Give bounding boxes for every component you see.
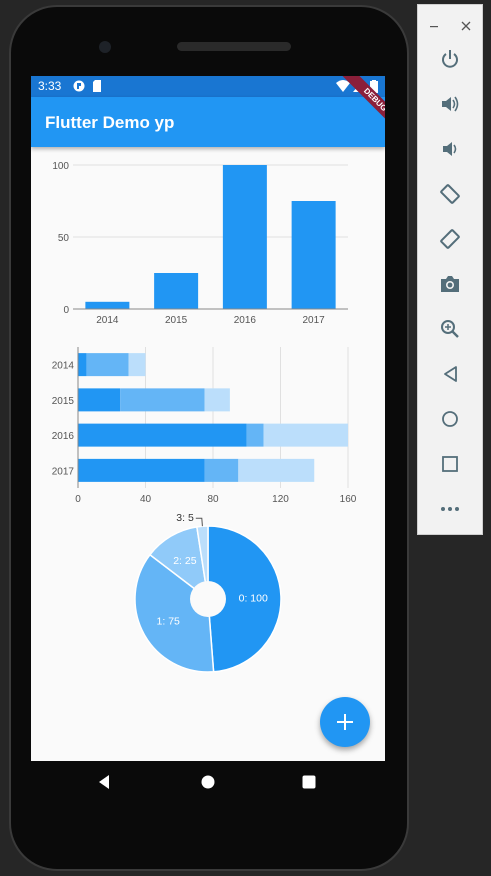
emulator-rotate-right-button[interactable]: [418, 221, 482, 257]
x-tick-label: 160: [340, 494, 357, 505]
power-icon: [442, 50, 458, 68]
wifi-icon: [336, 80, 350, 92]
x-tick-label: 2014: [96, 315, 119, 326]
back-icon: [444, 366, 457, 382]
nav-home-icon[interactable]: [201, 775, 215, 789]
plus-icon: [337, 714, 353, 730]
pie-slice: [134, 553, 215, 673]
y-tick-label: 2016: [52, 431, 75, 442]
bar-segment: [204, 458, 239, 482]
slice-label: 0: 100: [239, 592, 268, 604]
bar-segment: [246, 423, 264, 447]
emulator-minimize-button[interactable]: [418, 8, 450, 44]
donut-chart: 0: 100 1: 75 2: 25 3: 5: [134, 512, 282, 673]
close-icon: [461, 21, 471, 31]
x-tick-label: 2017: [303, 315, 326, 326]
x-tick-label: 0: [75, 494, 81, 505]
earpiece-speaker: [177, 42, 291, 51]
status-time: 3:33: [38, 79, 62, 93]
vertical-bar-chart: 0 50 100 2014 2015 2016 2017: [52, 161, 348, 326]
pie-slice: [207, 525, 282, 673]
bar: [85, 301, 130, 309]
bar-segment: [78, 458, 205, 482]
emulator-close-button[interactable]: [450, 8, 482, 44]
y-tick-label: 2017: [52, 466, 75, 477]
app-title: Flutter Demo yp: [45, 113, 175, 132]
emulator-back-button[interactable]: [418, 356, 482, 392]
overview-icon: [442, 456, 458, 472]
emulator-overview-button[interactable]: [418, 446, 482, 482]
bar: [222, 165, 267, 309]
y-tick-label: 0: [63, 305, 69, 316]
emulator-volume-down-button[interactable]: [418, 131, 482, 167]
device-screen: 3:33 Flutter Demo yp DEBUG 0 50 100 2014 201…: [31, 76, 385, 761]
y-tick-label: 2014: [52, 361, 75, 372]
rotate-right-icon: [440, 229, 460, 249]
navigation-bar: [31, 761, 385, 803]
bar: [291, 201, 336, 309]
minimize-icon: [430, 26, 438, 28]
emulator-toolbar: [417, 4, 483, 535]
sd-card-icon: [93, 80, 101, 92]
battery-icon: [370, 80, 378, 93]
emulator-more-button[interactable]: [418, 491, 482, 527]
bar-segment: [128, 353, 146, 377]
zoom-icon: [441, 320, 459, 338]
emulator-power-button[interactable]: [418, 41, 482, 77]
x-tick-label: 120: [272, 494, 289, 505]
pie-slice: [196, 525, 209, 600]
volume-down-icon: [443, 142, 457, 156]
bar-segment: [78, 423, 247, 447]
y-tick-label: 100: [52, 161, 69, 172]
app-bar: Flutter Demo yp: [31, 97, 385, 147]
slice-label: 1: 75: [157, 616, 181, 628]
camera-icon: [441, 276, 459, 292]
charts-area: 0 50 100 2014 2015 2016 2017 0 40 80 120 160 2014 20…: [52, 161, 357, 673]
volume-up-icon: [442, 96, 459, 112]
front-camera: [99, 41, 111, 53]
slice-label: 2: 25: [173, 555, 197, 567]
bar-segment: [78, 353, 87, 377]
slice-label: 3: 5: [176, 512, 194, 524]
status-bar: 3:33: [31, 76, 385, 97]
emulator-rotate-left-button[interactable]: [418, 176, 482, 212]
emulator-zoom-button[interactable]: [418, 311, 482, 347]
more-icon: [441, 507, 459, 511]
x-tick-label: 80: [207, 494, 219, 505]
notification-icon: [73, 80, 85, 92]
y-tick-label: 2015: [52, 396, 75, 407]
emulator-volume-up-button[interactable]: [418, 86, 482, 122]
home-icon: [442, 411, 458, 427]
nav-overview-icon[interactable]: [302, 775, 316, 789]
bar-segment: [78, 388, 121, 412]
bar-segment: [263, 423, 348, 447]
stacked-horizontal-bar-chart: 0 40 80 120 160 2014 2015 2016 2017: [52, 347, 357, 505]
add-button[interactable]: [320, 697, 370, 747]
nav-back-icon[interactable]: [97, 775, 111, 789]
x-tick-label: 2016: [234, 315, 257, 326]
emulator-home-button[interactable]: [418, 401, 482, 437]
x-tick-label: 40: [140, 494, 152, 505]
bar: [154, 273, 199, 309]
donut-hole: [190, 581, 226, 617]
emulator-screenshot-button[interactable]: [418, 266, 482, 302]
slice-leader-line: [195, 517, 203, 527]
bar-segment: [238, 458, 315, 482]
y-tick-label: 50: [58, 233, 70, 244]
x-tick-label: 2015: [165, 315, 188, 326]
rotate-left-icon: [440, 184, 460, 204]
bar-segment: [120, 388, 205, 412]
bar-segment: [204, 388, 230, 412]
bar-segment: [86, 353, 129, 377]
